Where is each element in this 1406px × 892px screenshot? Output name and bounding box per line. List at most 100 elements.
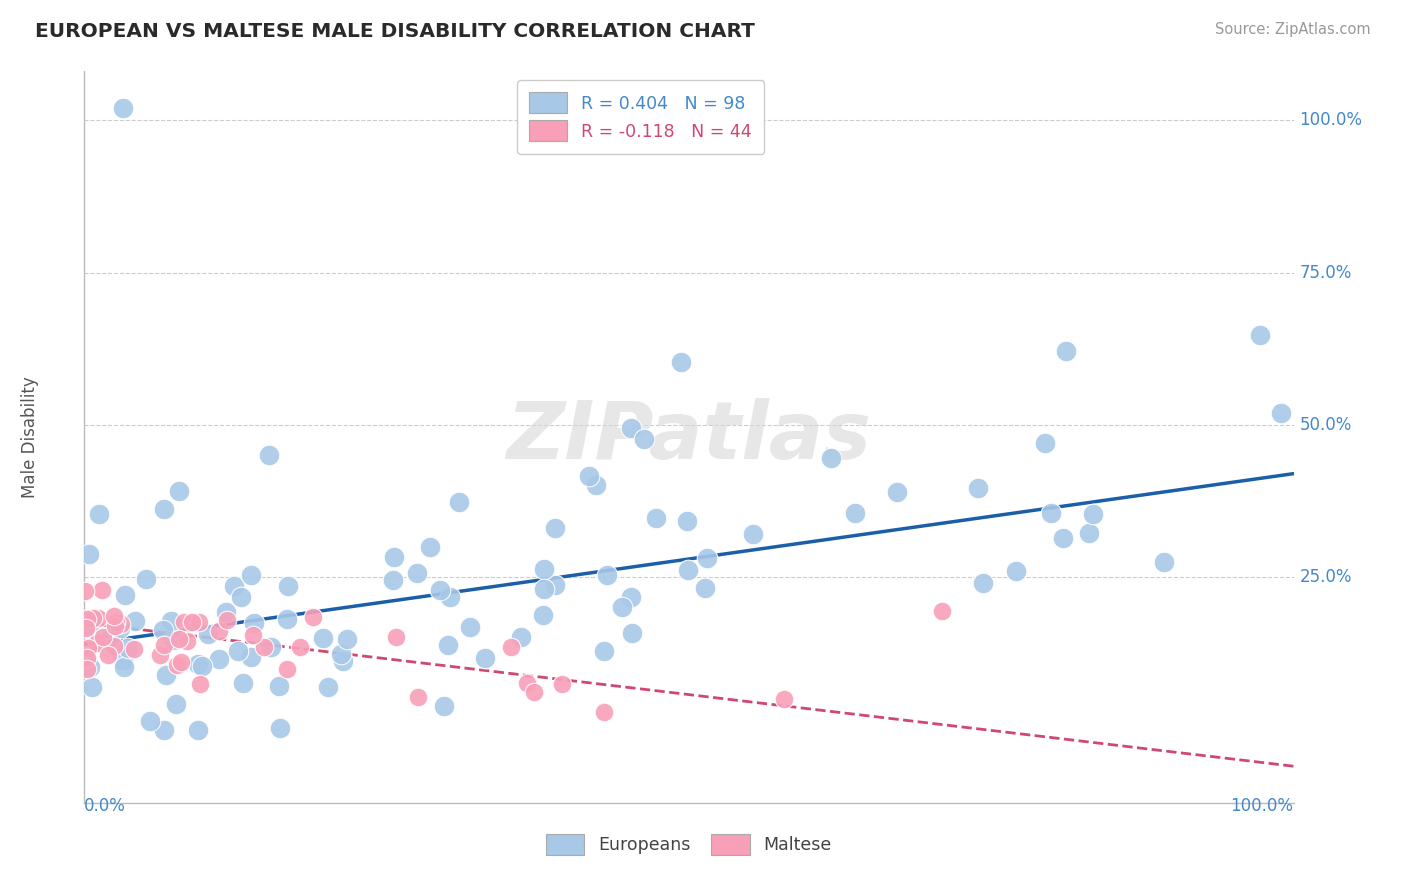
Point (187, 657, 209, 672)
Point (302, 610, 325, 624)
Point (167, 632, 190, 646)
Point (112, 652, 135, 666)
Point (222, 579, 245, 593)
Point (620, 420, 643, 434)
Point (330, 648, 353, 662)
Point (181, 615, 204, 629)
Point (208, 652, 231, 666)
Point (76, 641, 98, 656)
Point (97, 648, 120, 662)
Point (533, 561, 555, 575)
Point (104, 618, 127, 632)
Point (382, 549, 405, 564)
Point (82, 681, 104, 695)
Point (621, 625, 644, 640)
Point (419, 540, 441, 554)
Point (76, 662, 98, 676)
Point (153, 501, 176, 516)
Point (1081, 507, 1104, 521)
Point (240, 568, 263, 582)
Point (82, 611, 104, 625)
Point (610, 599, 633, 614)
Point (593, 705, 616, 719)
Point (197, 626, 219, 640)
Point (215, 605, 238, 619)
Point (741, 527, 763, 541)
Point (474, 651, 496, 665)
Point (87, 635, 110, 649)
Point (110, 616, 132, 631)
Point (257, 448, 280, 462)
Point (87, 611, 110, 625)
Point (90, 582, 112, 597)
Point (1077, 525, 1099, 540)
Point (1033, 436, 1056, 450)
Point (644, 511, 666, 525)
Point (406, 566, 429, 580)
Point (499, 640, 522, 655)
Point (966, 481, 988, 495)
Point (260, 640, 283, 655)
Point (676, 563, 699, 577)
Point (931, 604, 953, 618)
Point (336, 632, 359, 647)
Point (510, 631, 533, 645)
Point (886, 485, 908, 500)
Point (1054, 343, 1077, 358)
Point (111, 101, 134, 115)
Point (166, 657, 188, 672)
Point (215, 613, 238, 627)
Point (103, 639, 125, 653)
Point (676, 515, 699, 529)
Point (972, 575, 994, 590)
Text: Male Disability: Male Disability (21, 376, 39, 498)
Point (162, 633, 184, 648)
Point (437, 638, 460, 652)
Point (228, 644, 250, 658)
Point (149, 648, 172, 662)
Point (578, 469, 600, 483)
Point (114, 588, 136, 602)
Point (153, 638, 176, 652)
Point (75, 621, 97, 635)
Point (449, 494, 471, 508)
Point (433, 698, 456, 713)
Point (232, 675, 254, 690)
Point (75, 583, 97, 598)
Point (593, 644, 616, 658)
Text: 100.0%: 100.0% (1230, 797, 1294, 814)
Point (316, 681, 339, 695)
Point (312, 632, 335, 646)
Point (191, 659, 214, 673)
Text: 0.0%: 0.0% (84, 797, 127, 814)
Point (112, 660, 135, 674)
Point (155, 668, 177, 682)
Text: 100.0%: 100.0% (1299, 112, 1362, 129)
Point (1270, 406, 1292, 420)
Point (108, 621, 131, 635)
Point (385, 630, 408, 644)
Point (208, 624, 231, 639)
Point (382, 573, 405, 587)
Point (516, 676, 538, 690)
Point (332, 655, 354, 669)
Point (276, 662, 298, 676)
Point (243, 615, 266, 630)
Point (76, 612, 98, 626)
Point (269, 722, 291, 736)
Point (1040, 506, 1063, 520)
Text: ZIPatlas: ZIPatlas (506, 398, 872, 476)
Point (86, 636, 108, 650)
Point (152, 623, 174, 637)
Point (772, 691, 794, 706)
Point (188, 615, 211, 629)
Point (406, 690, 429, 704)
Point (253, 640, 276, 655)
Text: Source: ZipAtlas.com: Source: ZipAtlas.com (1215, 22, 1371, 37)
Point (138, 714, 160, 729)
Point (242, 628, 264, 642)
Point (596, 567, 619, 582)
Point (117, 640, 139, 655)
Point (173, 615, 195, 629)
Point (820, 451, 842, 466)
